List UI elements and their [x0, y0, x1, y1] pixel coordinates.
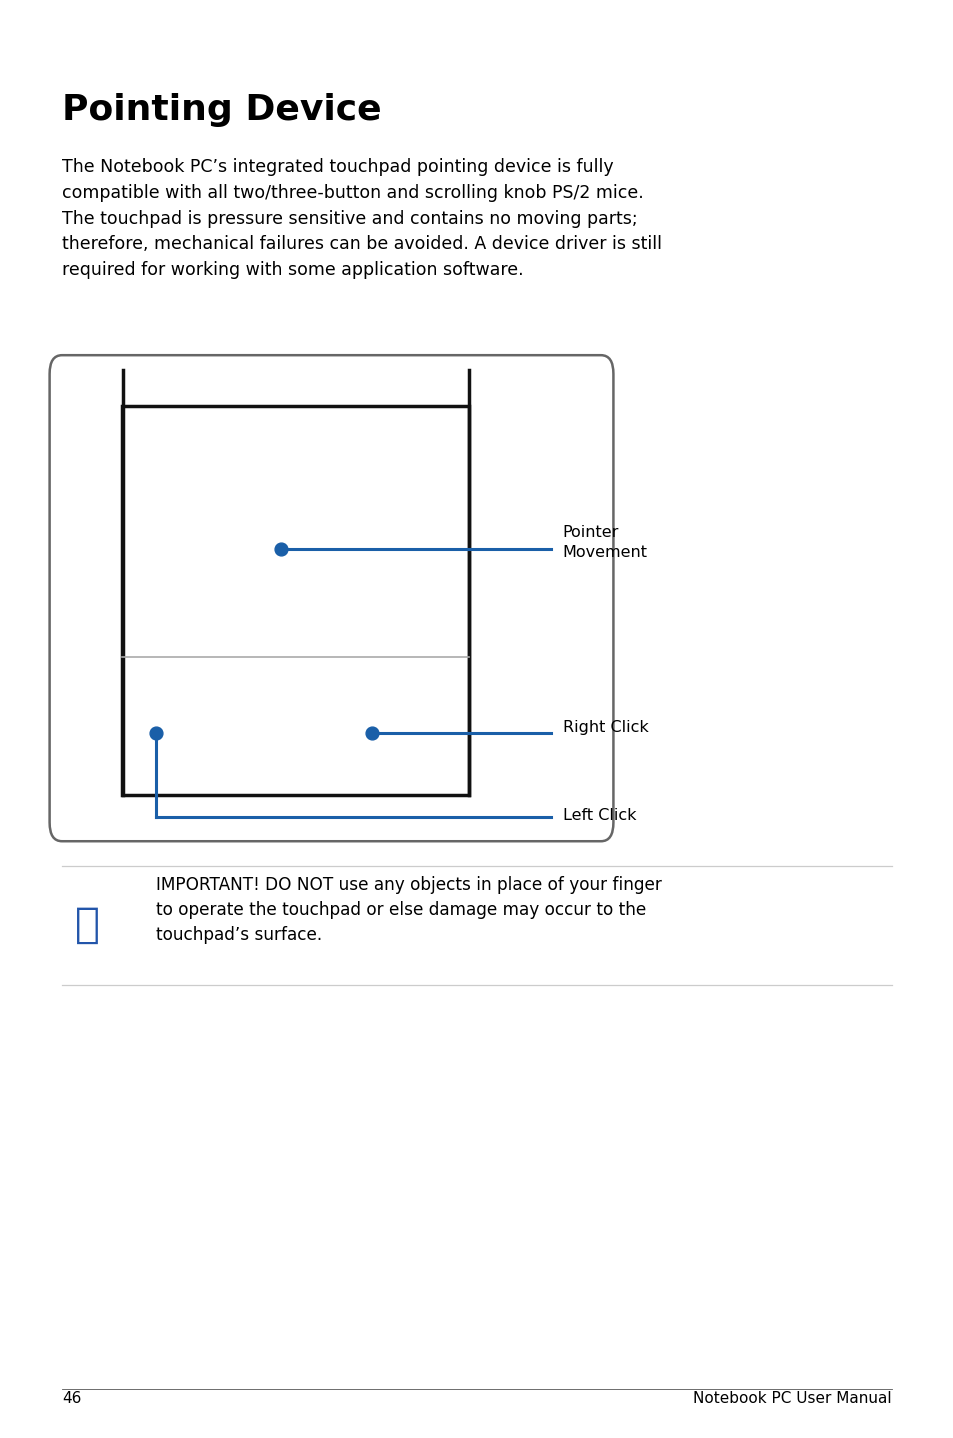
Text: Pointer
Movement: Pointer Movement	[562, 525, 647, 559]
Text: ✋: ✋	[75, 903, 100, 946]
Text: The Notebook PC’s integrated touchpad pointing device is fully
compatible with a: The Notebook PC’s integrated touchpad po…	[62, 158, 661, 279]
Text: Left Click: Left Click	[562, 808, 636, 823]
Text: Notebook PC User Manual: Notebook PC User Manual	[693, 1392, 891, 1406]
Bar	[122, 406, 469, 795]
Point	[364, 722, 379, 745]
FancyBboxPatch shape	[50, 355, 613, 841]
Text: Pointing Device: Pointing Device	[62, 93, 381, 128]
Text: Right Click: Right Click	[562, 720, 648, 735]
Text: 46: 46	[62, 1392, 81, 1406]
Point	[274, 538, 289, 561]
Point	[148, 722, 163, 745]
Text: IMPORTANT! DO NOT use any objects in place of your finger
to operate the touchpa: IMPORTANT! DO NOT use any objects in pla…	[155, 876, 660, 943]
